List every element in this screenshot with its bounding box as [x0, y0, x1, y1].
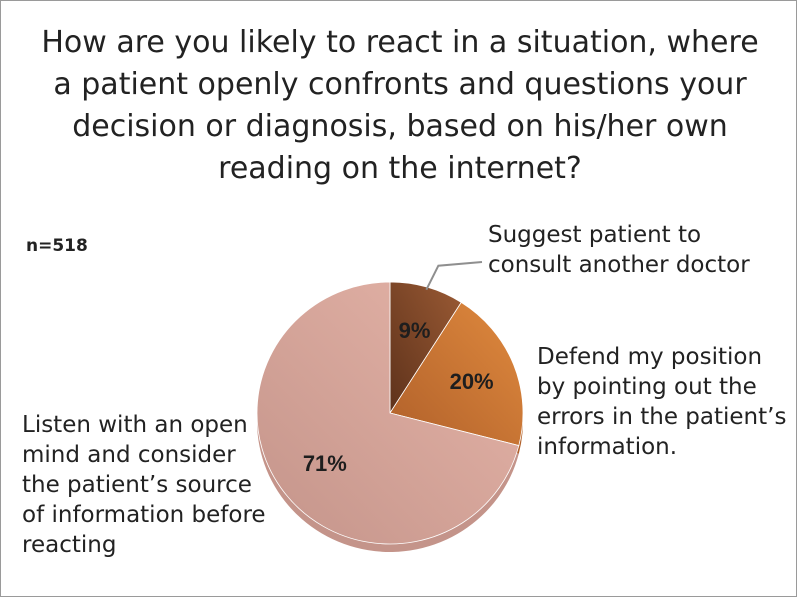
pie-slice-defend-position — [389, 301, 524, 447]
value-label-defend-position: 20% — [450, 369, 494, 394]
value-label-listen-open-mind: 71% — [303, 451, 347, 476]
pie-leader-lines — [425, 261, 483, 291]
pie-top-layer — [256, 281, 524, 545]
category-label-listen-open-mind: Listen with an open mind and consider th… — [22, 412, 266, 558]
pie-slice-listen-open-mind — [256, 281, 520, 545]
category-label-suggest-another-doctor: Suggest patient to consult another docto… — [488, 222, 750, 278]
chart-title: How are you likely to react in a situati… — [41, 25, 759, 186]
sample-size-label: n=518 — [26, 236, 88, 256]
pie-value-labels: 9% 20% 71% — [303, 318, 494, 476]
category-label-defend-position: Defend my position by pointing out the e… — [537, 344, 787, 460]
leader-line-suggest-another-doctor — [425, 261, 483, 291]
value-label-suggest-another-doctor: 9% — [399, 318, 431, 343]
